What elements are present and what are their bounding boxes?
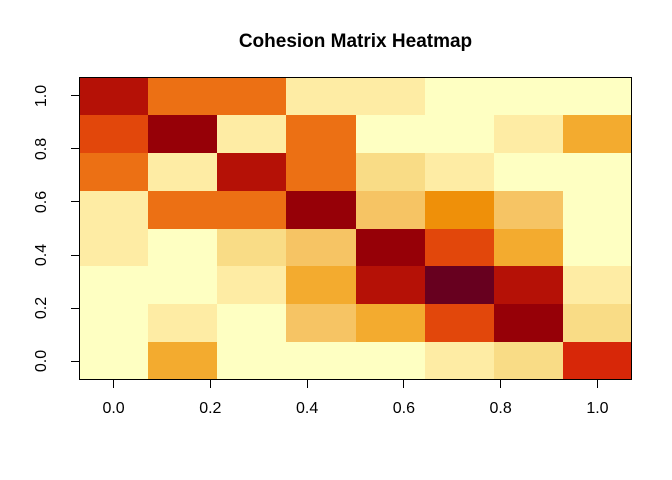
heatmap-cell — [424, 228, 494, 267]
y-tick-label: 0.8 — [33, 137, 50, 161]
heatmap-cell — [217, 190, 287, 229]
heatmap-cell — [217, 266, 287, 305]
heatmap-cell — [562, 228, 632, 267]
x-tick-mark — [113, 380, 115, 388]
x-tick-label: 0.2 — [199, 400, 222, 417]
heatmap-cell — [286, 190, 356, 229]
x-tick-mark — [596, 380, 598, 388]
heatmap-cell — [562, 342, 632, 380]
heatmap-cell — [79, 228, 149, 267]
heatmap-cell — [355, 342, 425, 380]
y-tick-mark — [71, 95, 79, 97]
heatmap-cell — [286, 228, 356, 267]
y-tick-label: 0.2 — [33, 296, 50, 320]
heatmap-cell — [148, 114, 218, 153]
y-tick-mark — [71, 360, 79, 362]
heatmap-cell — [562, 266, 632, 305]
heatmap-cell — [286, 304, 356, 343]
heatmap-cell — [355, 190, 425, 229]
heatmap-cell — [79, 342, 149, 380]
heatmap-cell — [493, 114, 563, 153]
heatmap-cell — [424, 304, 494, 343]
heatmap-cell — [217, 304, 287, 343]
heatmap-cell — [148, 190, 218, 229]
x-tick-mark — [403, 380, 405, 388]
heatmap-cell — [217, 152, 287, 191]
heatmap-cell — [148, 228, 218, 267]
heatmap-cell — [148, 304, 218, 343]
heatmap-cell — [217, 114, 287, 153]
heatmap-cell — [355, 152, 425, 191]
y-tick-label: 0.0 — [33, 349, 50, 373]
x-tick-label: 0.4 — [295, 400, 319, 417]
heatmap-cell — [424, 77, 494, 115]
heatmap-cell — [355, 77, 425, 115]
heatmap-cell — [424, 190, 494, 229]
heatmap-cell — [79, 266, 149, 305]
heatmap-cell — [286, 114, 356, 153]
heatmap-plot-area — [79, 77, 632, 380]
x-tick-mark — [209, 380, 211, 388]
heatmap-cell — [217, 342, 287, 380]
heatmap-cell — [562, 77, 632, 115]
heatmap-cell — [79, 304, 149, 343]
heatmap-cell — [493, 190, 563, 229]
heatmap-cell — [148, 77, 218, 115]
heatmap-cell — [286, 152, 356, 191]
heatmap-cell — [493, 228, 563, 267]
heatmap-cell — [286, 342, 356, 380]
heatmap-cell — [286, 77, 356, 115]
heatmap-cell — [562, 114, 632, 153]
x-tick-label: 1.0 — [586, 400, 609, 417]
heatmap-cell — [79, 152, 149, 191]
heatmap-cell — [424, 152, 494, 191]
heatmap-cell — [217, 77, 287, 115]
y-tick-label: 1.0 — [33, 84, 50, 108]
heatmap-cell — [424, 342, 494, 380]
heatmap-cell — [148, 342, 218, 380]
x-tick-label: 0.8 — [489, 400, 512, 417]
heatmap-cell — [562, 152, 632, 191]
x-tick-mark — [306, 380, 308, 388]
heatmap-cell — [424, 114, 494, 153]
y-tick-mark — [71, 148, 79, 150]
heatmap-cell — [493, 342, 563, 380]
x-tick-label: 0.0 — [102, 400, 125, 417]
heatmap-cell — [79, 77, 149, 115]
heatmap-cell — [79, 114, 149, 153]
heatmap-cell — [493, 266, 563, 305]
heatmap-cell — [493, 77, 563, 115]
y-tick-label: 0.4 — [33, 243, 50, 267]
x-tick-label: 0.6 — [392, 400, 415, 417]
heatmap-cell — [286, 266, 356, 305]
y-tick-mark — [71, 254, 79, 256]
heatmap-cell — [79, 190, 149, 229]
heatmap-cell — [148, 152, 218, 191]
heatmap-cell — [493, 304, 563, 343]
y-tick-mark — [71, 201, 79, 203]
heatmap-cell — [355, 228, 425, 267]
heatmap-cell — [562, 304, 632, 343]
heatmap-cell — [148, 266, 218, 305]
heatmap-cell — [562, 190, 632, 229]
heatmap-cell — [355, 266, 425, 305]
heatmap-cell — [217, 228, 287, 267]
y-tick-label: 0.6 — [33, 190, 50, 214]
heatmap-cell — [355, 304, 425, 343]
y-tick-mark — [71, 307, 79, 309]
heatmap-cell — [355, 114, 425, 153]
x-tick-mark — [500, 380, 502, 388]
chart-title: Cohesion Matrix Heatmap — [238, 31, 473, 52]
heatmap-cell — [424, 266, 494, 305]
heatmap-cell — [493, 152, 563, 191]
